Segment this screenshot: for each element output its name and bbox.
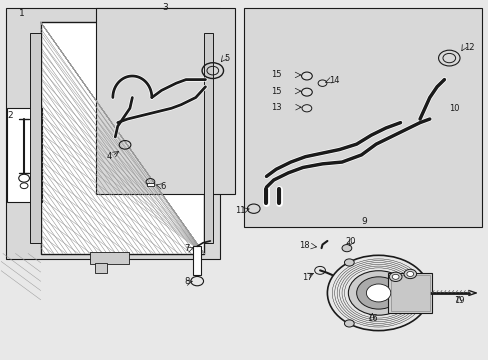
Text: 1: 1 [19, 9, 25, 18]
Text: 15: 15 [271, 71, 281, 80]
Circle shape [344, 320, 353, 327]
Text: 13: 13 [271, 103, 282, 112]
Circle shape [341, 244, 351, 252]
Text: 10: 10 [448, 104, 459, 113]
Bar [147, 183, 154, 186]
Circle shape [301, 88, 312, 96]
Text: 6: 6 [160, 182, 165, 191]
Circle shape [406, 271, 413, 276]
Circle shape [347, 271, 408, 315]
Circle shape [318, 80, 326, 86]
Text: 8: 8 [184, 276, 189, 285]
Text: 11: 11 [235, 206, 245, 215]
Circle shape [356, 277, 400, 309]
Text: 18: 18 [299, 241, 309, 250]
Text: 3: 3 [162, 3, 167, 12]
Text: 4: 4 [107, 152, 112, 161]
Bar [6, 108, 41, 202]
Text: 9: 9 [360, 217, 366, 226]
Bar [30, 33, 41, 243]
Text: 20: 20 [345, 237, 355, 246]
Bar [94, 263, 106, 273]
Bar [41, 22, 203, 253]
Circle shape [366, 284, 390, 302]
Text: 15: 15 [271, 86, 281, 95]
Circle shape [301, 72, 312, 80]
Text: 14: 14 [328, 76, 339, 85]
Text: 12: 12 [463, 43, 473, 52]
Circle shape [403, 269, 416, 279]
Bar [89, 252, 128, 264]
Text: 16: 16 [366, 314, 377, 323]
Text: 7: 7 [184, 244, 189, 253]
Bar [203, 33, 212, 243]
Bar [96, 8, 234, 194]
Bar [390, 275, 429, 311]
Circle shape [344, 259, 353, 266]
Bar [244, 8, 482, 226]
Bar [387, 273, 431, 313]
Text: 5: 5 [224, 54, 229, 63]
Text: 17: 17 [301, 273, 312, 282]
Text: 19: 19 [453, 296, 463, 305]
Text: 2: 2 [7, 111, 13, 120]
Circle shape [388, 272, 401, 282]
Bar [5, 8, 220, 259]
Circle shape [302, 105, 311, 112]
Circle shape [391, 274, 398, 279]
Bar [193, 246, 200, 275]
